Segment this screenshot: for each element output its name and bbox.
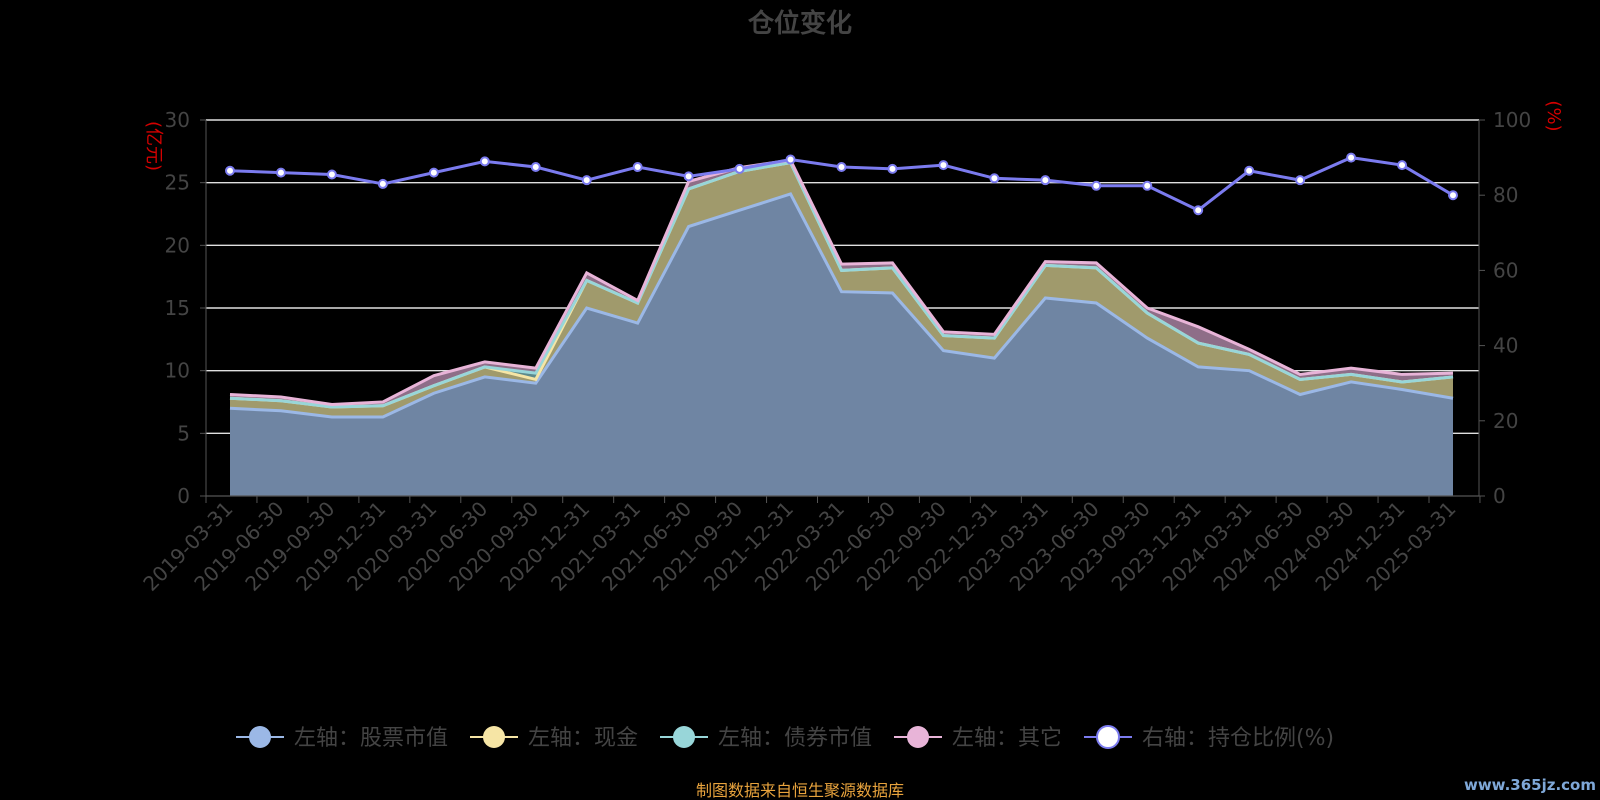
legend-marker bbox=[249, 726, 271, 748]
legend-item[interactable]: 左轴：股票市值 bbox=[236, 726, 448, 751]
ratio-point bbox=[938, 160, 949, 171]
legend-label: 左轴：其它 bbox=[952, 726, 1062, 751]
ratio-point bbox=[632, 162, 643, 172]
left-tick-label: 25 bbox=[165, 171, 190, 195]
right-tick-label: 100 bbox=[1493, 108, 1531, 132]
ratio-point bbox=[377, 178, 388, 189]
left-tick-label: 5 bbox=[177, 421, 190, 445]
right-tick-label: 20 bbox=[1493, 409, 1518, 433]
legend-label: 左轴：债券市值 bbox=[718, 726, 872, 751]
ratio-point bbox=[581, 175, 592, 186]
legend-label: 左轴：股票市值 bbox=[294, 726, 448, 751]
ratio-point bbox=[275, 167, 286, 178]
ratio-series bbox=[225, 152, 1458, 216]
ratio-point bbox=[785, 154, 796, 165]
ratio-point bbox=[1193, 205, 1204, 216]
left-tick-label: 20 bbox=[165, 233, 190, 257]
ratio-point bbox=[887, 163, 898, 174]
legend-item[interactable]: 左轴：现金 bbox=[470, 726, 638, 751]
ratio-point bbox=[1448, 190, 1458, 201]
ratio-point bbox=[530, 162, 541, 172]
ratio-point bbox=[479, 156, 490, 167]
legend-label: 左轴：现金 bbox=[528, 726, 638, 751]
ratio-point bbox=[734, 163, 745, 174]
legend[interactable]: 左轴：股票市值 左轴：现金 左轴：债券市值 左轴：其它 右轴：持仓比例(%) bbox=[236, 725, 1334, 751]
line-左轴：股票市值 bbox=[229, 192, 1454, 419]
ratio-point bbox=[1091, 180, 1102, 191]
right-tick-label: 60 bbox=[1493, 258, 1518, 282]
ratio-point bbox=[683, 171, 694, 182]
line-左轴：其它 bbox=[229, 158, 1454, 407]
area-series bbox=[230, 160, 1453, 497]
area-左轴：股票市值 bbox=[230, 193, 1453, 497]
right-tick-label: 40 bbox=[1493, 334, 1518, 358]
left-tick-label: 0 bbox=[177, 484, 190, 508]
footer-source: 制图数据来自恒生聚源数据库 bbox=[696, 781, 904, 800]
ratio-point bbox=[1040, 175, 1051, 186]
watermark: www.365jz.com bbox=[1464, 776, 1596, 794]
ratio-point bbox=[836, 162, 847, 172]
right-tick-label: 0 bbox=[1493, 484, 1506, 508]
chart-title: 仓位变化 bbox=[747, 8, 852, 39]
line-左轴：债券市值 bbox=[229, 160, 1454, 409]
legend-item[interactable]: 右轴：持仓比例(%) bbox=[1084, 725, 1334, 751]
legend-marker bbox=[483, 726, 505, 748]
right-axis-unit: (%) bbox=[1543, 100, 1564, 131]
legend-item[interactable]: 左轴：债券市值 bbox=[660, 726, 872, 751]
ratio-point bbox=[1397, 160, 1408, 171]
left-tick-label: 10 bbox=[165, 359, 190, 383]
ratio-point bbox=[989, 173, 1000, 184]
legend-marker bbox=[907, 726, 929, 748]
series-lines bbox=[229, 158, 1454, 419]
legend-marker bbox=[673, 726, 695, 748]
ratio-point bbox=[1346, 152, 1357, 163]
left-axis-unit: (亿元) bbox=[143, 121, 164, 171]
ratio-point bbox=[1295, 175, 1306, 186]
ratio-point bbox=[1142, 180, 1153, 191]
ratio-point bbox=[326, 169, 337, 180]
ratio-point bbox=[225, 165, 235, 176]
left-tick-label: 30 bbox=[165, 108, 190, 132]
legend-marker bbox=[1096, 725, 1120, 749]
ratio-point bbox=[428, 167, 439, 178]
ratio-point bbox=[1244, 165, 1255, 176]
right-tick-label: 80 bbox=[1493, 183, 1518, 207]
legend-label: 右轴：持仓比例(%) bbox=[1142, 726, 1334, 751]
legend-item[interactable]: 左轴：其它 bbox=[894, 726, 1062, 751]
left-tick-label: 15 bbox=[165, 296, 190, 320]
